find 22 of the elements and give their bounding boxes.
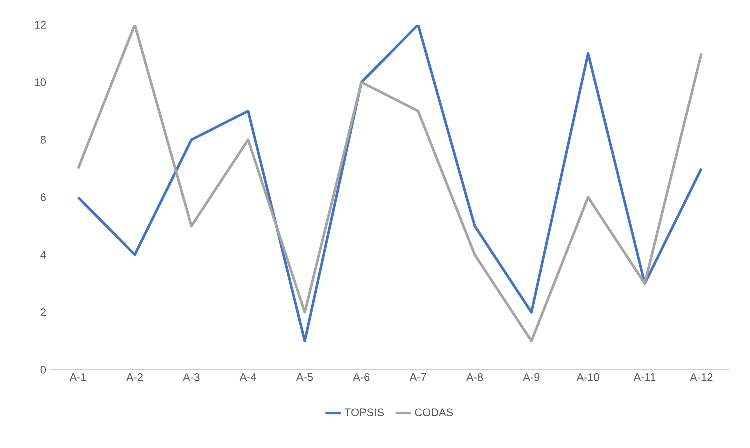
legend-label: TOPSIS xyxy=(344,408,384,416)
y-tick-label: 2 xyxy=(40,308,46,316)
y-tick-label: 6 xyxy=(40,194,46,202)
x-tick-label: A-4 xyxy=(240,374,257,382)
x-tick-label: A-5 xyxy=(296,374,314,382)
x-tick-label: A-3 xyxy=(183,374,200,382)
x-tick-label: A-8 xyxy=(466,374,484,382)
x-tick-label: A-9 xyxy=(523,374,540,382)
y-tick-label: 12 xyxy=(35,21,46,29)
x-tick-label: A-10 xyxy=(576,374,600,382)
x-tick-label: A-12 xyxy=(690,374,713,382)
x-tick-label: A-11 xyxy=(634,374,656,382)
legend-label: CODAS xyxy=(415,408,454,416)
y-tick-label: 0 xyxy=(40,366,46,374)
x-tick-label: A-2 xyxy=(126,374,143,382)
y-tick-label: 8 xyxy=(40,136,46,144)
line-series xyxy=(77,24,703,343)
x-tick-label: A-6 xyxy=(353,374,370,382)
x-tick-label: A-1 xyxy=(70,374,86,382)
y-tick-label: 4 xyxy=(40,251,46,259)
y-tick-label: 10 xyxy=(35,78,46,86)
x-tick-label: A-7 xyxy=(410,374,426,382)
